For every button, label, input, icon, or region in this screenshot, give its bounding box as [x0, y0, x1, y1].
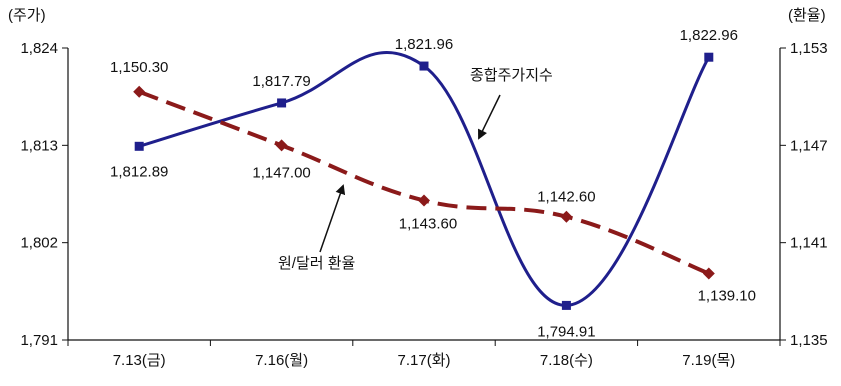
kospi-point	[134, 141, 144, 151]
arrow-fx	[319, 184, 346, 253]
fx-rate-point	[418, 194, 430, 207]
kospi-point	[277, 98, 287, 108]
fx-rate-value-label: 1,139.10	[698, 287, 756, 304]
fx-rate-point	[133, 85, 146, 98]
kospi-point	[561, 300, 571, 310]
kospi-value-label: 1,817.79	[252, 73, 310, 90]
series-name-kospi: 종합주가지수	[470, 67, 553, 84]
annotation-kospi: 종합주가지수	[470, 67, 553, 140]
fx-rate-point	[560, 210, 573, 223]
x-tick-label: 7.16(월)	[255, 352, 308, 369]
series-lines	[133, 51, 715, 310]
fx-rate-point	[275, 139, 288, 152]
right-tick-label: 1,135	[790, 332, 828, 349]
axes	[67, 48, 781, 341]
fx-rate-value-label: 1,142.60	[537, 189, 595, 206]
fx-rate-point	[702, 267, 715, 280]
right-tick-label: 1,153	[790, 40, 828, 57]
kospi-line	[138, 51, 711, 307]
right-tick-label: 1,141	[790, 235, 828, 252]
x-axis-ticks: 7.13(금) 7.16(월) 7.17(화) 7.18(수) 7.19(목)	[67, 340, 781, 369]
right-tick-label: 1,147	[790, 137, 828, 154]
left-axis-unit: (주가)	[8, 7, 46, 24]
left-tick-label: 1,791	[20, 332, 58, 349]
arrow-kospi	[478, 94, 501, 140]
fx-rate-value-label: 1,147.00	[252, 164, 310, 181]
left-axis-ticks: 1,791 1,802 1,813 1,824	[20, 40, 68, 349]
fx-rate-value-label: 1,143.60	[399, 215, 457, 232]
x-tick-label: 7.13(금)	[113, 352, 166, 369]
x-tick-label: 7.17(화)	[398, 352, 451, 369]
x-tick-label: 7.19(목)	[682, 352, 735, 369]
series-name-fx: 원/달러 환율	[278, 255, 355, 272]
data-labels: 1,812.89 1,817.79 1,821.96 1,794.91 1,822.96…	[110, 27, 756, 340]
left-tick-label: 1,802	[20, 235, 58, 252]
kospi-value-label: 1,821.96	[395, 36, 453, 53]
kospi-value-label: 1,812.89	[110, 163, 168, 180]
kospi-value-label: 1,794.91	[537, 323, 595, 340]
x-tick-label: 7.18(수)	[540, 352, 593, 369]
fx-rate-value-label: 1,150.30	[110, 59, 168, 76]
right-axis-ticks: 1,135 1,141 1,147 1,153	[780, 40, 828, 349]
annotation-fx: 원/달러 환율	[278, 184, 355, 272]
left-tick-label: 1,824	[20, 40, 58, 57]
right-axis-unit: (환율)	[788, 7, 826, 24]
kospi-point	[704, 52, 714, 62]
kospi-value-label: 1,822.96	[680, 27, 738, 44]
left-tick-label: 1,813	[20, 137, 58, 154]
kospi-point	[419, 61, 429, 71]
